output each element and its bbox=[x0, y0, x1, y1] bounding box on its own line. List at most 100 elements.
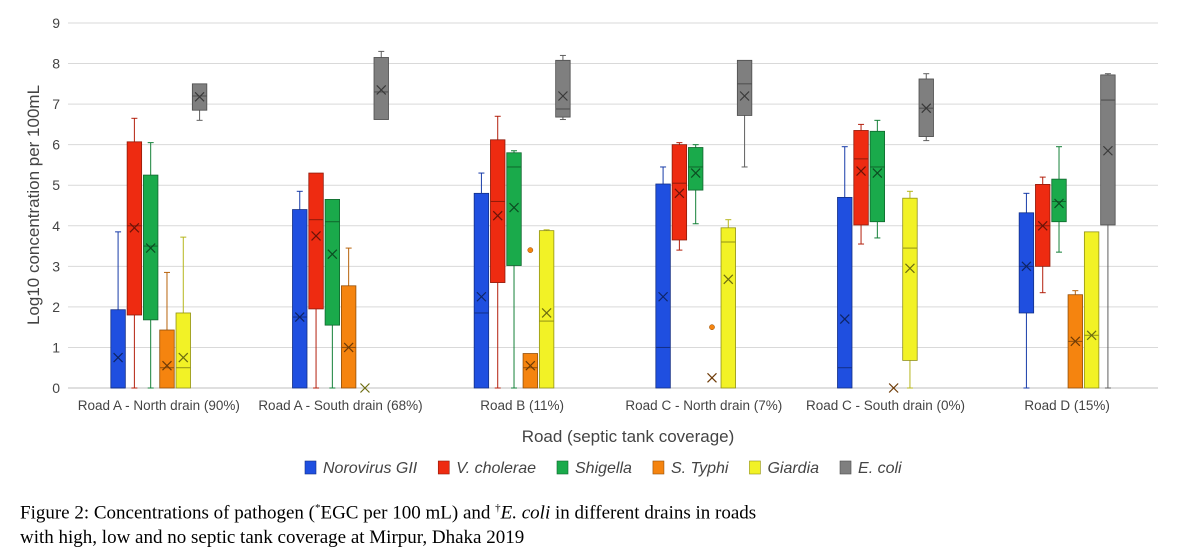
mean-marker bbox=[509, 202, 519, 213]
mean-marker bbox=[1102, 145, 1113, 156]
box-v-cholerae-5 bbox=[853, 123, 869, 245]
x-category-label: Road D (15%) bbox=[1024, 398, 1110, 413]
asterisk-mark: * bbox=[314, 502, 321, 514]
box-body bbox=[1051, 178, 1067, 223]
box-norovirus-gii-3 bbox=[473, 172, 490, 389]
mean-marker bbox=[1070, 336, 1081, 347]
box-body bbox=[373, 57, 389, 120]
box-v-cholerae-6 bbox=[1035, 176, 1051, 294]
box-body bbox=[1083, 231, 1100, 389]
box-e-coli-2 bbox=[373, 50, 389, 120]
box-body bbox=[522, 353, 538, 389]
box-body bbox=[538, 230, 555, 389]
mean-marker bbox=[1021, 261, 1032, 272]
legend-label: V. cholerae bbox=[456, 460, 536, 477]
mean-marker bbox=[856, 166, 866, 176]
mean-marker bbox=[525, 360, 536, 371]
y-tick-label: 9 bbox=[52, 15, 60, 31]
mean-marker bbox=[376, 84, 387, 95]
box-body bbox=[853, 130, 869, 226]
mean-marker bbox=[1054, 198, 1064, 209]
legend-swatch bbox=[839, 460, 852, 475]
box-body bbox=[473, 192, 490, 389]
mean-marker bbox=[905, 263, 915, 274]
box-shigella-4 bbox=[688, 144, 704, 225]
legend-label: Shigella bbox=[575, 460, 632, 477]
mean-marker bbox=[343, 342, 354, 353]
y-tick-label: 1 bbox=[52, 339, 60, 355]
legend-label: S. Typhi bbox=[671, 460, 729, 477]
box-norovirus-gii-4 bbox=[655, 166, 671, 389]
legend-label: Norovirus GII bbox=[323, 460, 418, 477]
caption-text-1b: EGC per 100 mL) and bbox=[320, 502, 496, 524]
legend-swatch bbox=[749, 460, 761, 475]
box-body bbox=[110, 309, 126, 389]
box-giardia-4 bbox=[720, 219, 736, 389]
legend-item-shigella: Shigella bbox=[556, 460, 632, 477]
box-body bbox=[688, 147, 704, 191]
mean-marker bbox=[739, 91, 750, 101]
figure-caption: Figure 2: Concentrations of pathogen (*E… bbox=[20, 496, 920, 550]
y-tick-label: 6 bbox=[52, 137, 60, 153]
box-body bbox=[720, 227, 736, 389]
mean-marker bbox=[294, 312, 305, 322]
x-axis-categories: Road A - North drain (90%) Road A - South… bbox=[78, 398, 1110, 413]
box-e-coli-1 bbox=[191, 83, 208, 121]
legend-label: Giardia bbox=[767, 460, 819, 477]
outlier-point bbox=[709, 324, 715, 331]
box-norovirus-gii-1 bbox=[110, 231, 126, 389]
box-body bbox=[324, 199, 341, 326]
box-body bbox=[902, 197, 918, 361]
legend-label: E. coli bbox=[858, 460, 902, 477]
plot-area bbox=[110, 50, 1116, 393]
box-norovirus-gii-2 bbox=[292, 190, 308, 389]
box-giardia-3 bbox=[538, 229, 555, 389]
dagger-mark: † bbox=[495, 502, 501, 514]
box-shigella-2 bbox=[324, 199, 341, 389]
box-body bbox=[490, 139, 506, 283]
box-shigella-1 bbox=[143, 142, 159, 389]
box-body bbox=[837, 196, 853, 389]
box-giardia-2 bbox=[360, 383, 370, 393]
mean-marker bbox=[194, 91, 205, 102]
box-body bbox=[671, 144, 688, 241]
box-body bbox=[308, 172, 324, 310]
box-v-cholerae-3 bbox=[490, 115, 506, 389]
box-shigella-6 bbox=[1051, 146, 1067, 253]
box-v-cholerae-2 bbox=[308, 172, 324, 389]
box-s-typhi-5 bbox=[888, 383, 899, 393]
box-s-typhi-4 bbox=[707, 324, 717, 383]
caption-text-1a: Figure 2: Concentrations of pathogen ( bbox=[20, 502, 315, 524]
mean-marker bbox=[723, 274, 734, 285]
box-v-cholerae-4 bbox=[671, 142, 688, 251]
box-body bbox=[175, 312, 191, 389]
box-e-coli-6 bbox=[1100, 73, 1116, 389]
box-body bbox=[869, 130, 885, 223]
box-norovirus-gii-6 bbox=[1018, 192, 1035, 389]
box-body bbox=[506, 152, 522, 266]
caption-ecoli: E. coli bbox=[500, 502, 551, 524]
box-v-cholerae-1 bbox=[126, 117, 143, 389]
mean-marker bbox=[839, 314, 850, 324]
mean-marker bbox=[492, 210, 503, 221]
mean-marker bbox=[360, 383, 370, 393]
mean-marker bbox=[178, 352, 189, 363]
legend-swatch bbox=[556, 460, 569, 475]
mean-marker bbox=[1086, 330, 1097, 341]
caption-line-2: with high, low and no septic tank covera… bbox=[20, 527, 525, 549]
box-body bbox=[655, 183, 671, 389]
legend-item-norovirus-gii: Norovirus GII bbox=[304, 460, 418, 477]
x-axis-title: Road (septic tank coverage) bbox=[522, 427, 735, 446]
box-s-typhi-1 bbox=[159, 271, 175, 389]
outlier-point bbox=[527, 247, 534, 253]
legend-item-e-coli: E. coli bbox=[839, 460, 902, 477]
mean-marker bbox=[162, 360, 172, 371]
box-giardia-5 bbox=[902, 190, 918, 389]
gridlines bbox=[68, 22, 1158, 389]
legend-item-v-cholerae: V. cholerae bbox=[437, 460, 536, 477]
box-e-coli-3 bbox=[555, 54, 571, 121]
x-category-label: Road C - North drain (7%) bbox=[625, 398, 782, 413]
mean-marker bbox=[674, 188, 685, 199]
legend-swatch bbox=[652, 460, 665, 475]
